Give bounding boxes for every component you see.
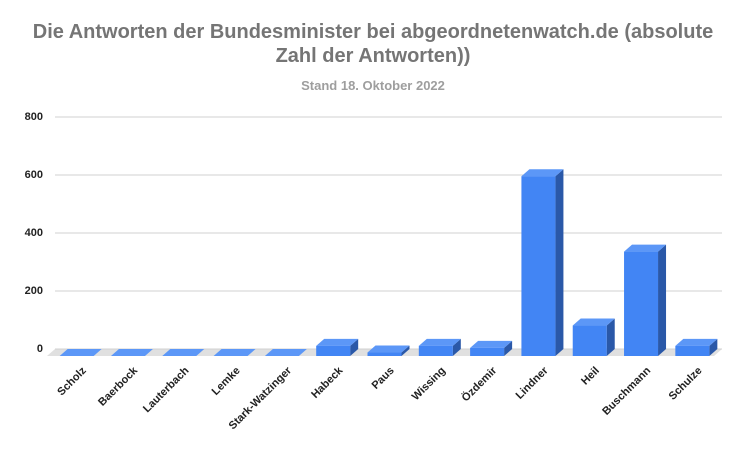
bar-side (658, 244, 667, 356)
x-tick-label: Scholz (55, 364, 89, 398)
y-tick-label: 0 (37, 343, 43, 355)
bar-top (264, 349, 307, 356)
bar (367, 352, 402, 356)
y-tick-label: 200 (25, 285, 43, 297)
bar-side (606, 318, 615, 356)
x-tick-label: Özdemir (459, 363, 500, 404)
x-tick-label: Schulze (667, 365, 705, 403)
x-tick-label: Lindner (514, 364, 552, 402)
bar-top (675, 338, 718, 346)
bar-top (470, 340, 513, 348)
x-tick-label: Wissing (410, 365, 448, 403)
bar (572, 325, 607, 356)
bar-top (624, 244, 667, 252)
bar-top (110, 349, 153, 356)
y-tick-label: 800 (25, 111, 43, 123)
x-tick-label: Paus (370, 365, 397, 392)
bar-top (213, 349, 256, 356)
x-tick-label: Heil (579, 365, 602, 388)
bar-side (350, 338, 359, 356)
bar-top (316, 338, 359, 346)
chart-title: Die Antworten der Bundesminister bei abg… (32, 21, 714, 67)
bar (624, 251, 659, 356)
bar-top (367, 345, 410, 353)
x-tick-label: Baerbock (96, 364, 141, 409)
bar (418, 345, 453, 356)
y-tick-label: 600 (25, 169, 43, 181)
bar (675, 345, 710, 356)
bar-top (521, 169, 564, 177)
bar-top (572, 318, 615, 326)
bar-side (555, 169, 564, 356)
x-tick-label: Buschmann (600, 365, 653, 418)
bar-side (504, 340, 513, 356)
bar-top (418, 338, 461, 346)
y-tick-label: 400 (25, 227, 43, 239)
bar (521, 176, 556, 356)
bar-side (401, 345, 410, 356)
x-tick-label: Habeck (309, 364, 346, 401)
bar-top (59, 349, 102, 356)
bar-side (452, 338, 461, 356)
bar (470, 347, 505, 356)
bar-side (709, 338, 718, 356)
x-tick-label: Lauterbach (141, 364, 192, 415)
x-tick-label: Lemke (210, 365, 243, 398)
bar (316, 345, 351, 356)
chart-subtitle: Stand 18. Oktober 2022 (301, 78, 445, 93)
bar-top (162, 349, 205, 356)
